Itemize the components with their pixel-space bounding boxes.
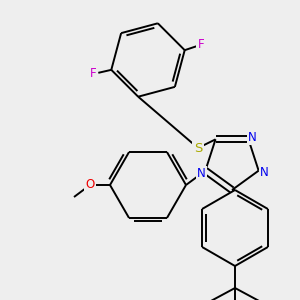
Text: F: F	[90, 67, 97, 80]
Text: N: N	[197, 167, 206, 180]
Text: N: N	[260, 166, 269, 179]
Text: S: S	[194, 142, 202, 154]
Text: F: F	[197, 38, 204, 51]
Text: O: O	[85, 178, 94, 191]
Text: N: N	[248, 131, 257, 144]
